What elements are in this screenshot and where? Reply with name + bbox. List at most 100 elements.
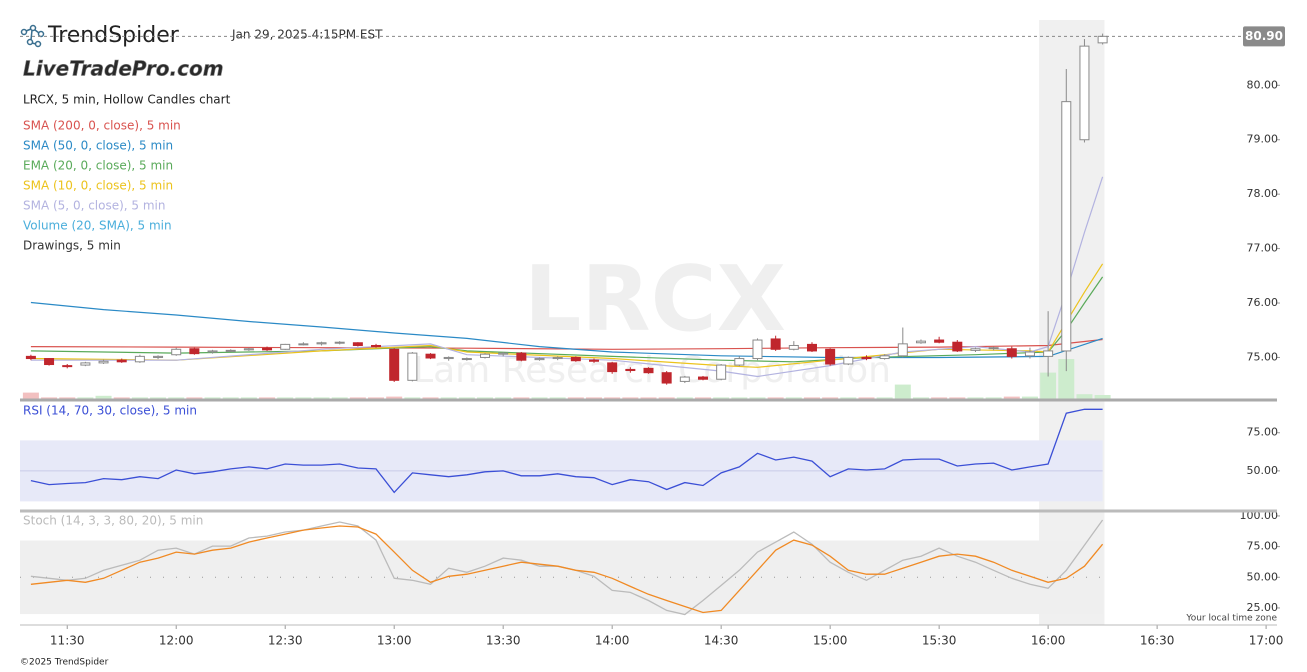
x-tick-label: 14:30 [704, 634, 739, 648]
candle-body [988, 347, 999, 350]
candle-body [334, 341, 345, 344]
volume-bar [694, 397, 711, 399]
candle-body [243, 348, 254, 351]
x-tick-label: 16:30 [1140, 634, 1175, 648]
candle-body [770, 338, 781, 350]
candle-body [625, 368, 636, 372]
candle-body [225, 349, 236, 352]
candle-body [98, 360, 109, 364]
volume-bar [77, 397, 94, 399]
candle-body [861, 356, 872, 360]
x-tick-label: 17:00 [1249, 634, 1284, 648]
volume-bar [313, 397, 330, 399]
volume-bar [749, 397, 766, 399]
last-price-box [1243, 26, 1285, 47]
volume-bar [894, 384, 911, 399]
volume-bar [186, 397, 203, 399]
candle-body [661, 372, 672, 384]
volume-bar [912, 397, 929, 399]
volume-bar [876, 397, 893, 399]
candle-body [716, 364, 727, 380]
volume-bar [531, 397, 548, 399]
candle-body [389, 348, 400, 381]
volume-bar [713, 397, 730, 399]
candle-body [589, 359, 600, 362]
volume-bar [240, 397, 257, 399]
legend-entry: Volume (20, SMA), 5 min [23, 219, 172, 233]
legend-entry: SMA (200, 0, close), 5 min [23, 119, 181, 133]
x-tick-label: 12:30 [268, 634, 303, 648]
volume-bar [259, 397, 276, 399]
watermark: LRCX [524, 247, 786, 352]
y-tick-label: 50.00 [1247, 464, 1279, 477]
candle-body [1043, 350, 1054, 357]
volume-bar [949, 397, 966, 399]
y-tick-label: 75.00 [1247, 350, 1279, 363]
indicator-line [30, 338, 1103, 350]
volume-bar [622, 397, 639, 399]
x-tick-label: 15:00 [813, 634, 848, 648]
y-tick-label: 25.00 [1247, 601, 1279, 614]
volume-bar [822, 397, 839, 399]
volume-bar [131, 397, 148, 399]
y-tick-label: 50.00 [1247, 570, 1279, 583]
legend-entry: SMA (5, 0, close), 5 min [23, 199, 166, 213]
volume-bar [204, 397, 221, 399]
candle-body [280, 343, 291, 350]
candle-body [62, 365, 73, 368]
legend-entry: SMA (50, 0, close), 5 min [23, 139, 173, 153]
panel-title: Stoch (14, 3, 3, 80, 20), 5 min [23, 514, 203, 528]
timezone-note: Your local time zone [1185, 614, 1277, 624]
candle-body [407, 352, 418, 381]
candle-body [752, 339, 763, 360]
volume-bar [386, 396, 403, 399]
candle-body [534, 358, 545, 361]
candle-body [897, 343, 908, 357]
volume-bar [840, 397, 857, 399]
candle-body [207, 350, 218, 353]
candle-body [262, 347, 273, 351]
volume-bar [458, 397, 475, 399]
candle-body [25, 355, 36, 360]
candle-body [607, 362, 618, 373]
candle-body [371, 344, 382, 348]
candle-body [825, 348, 836, 365]
volume-bar [858, 397, 875, 399]
volume-bar [567, 397, 584, 399]
volume-bar [967, 397, 984, 399]
indicator-line [30, 301, 1103, 359]
volume-bar [277, 397, 294, 399]
volume-bar [1003, 396, 1020, 399]
candle-body [1097, 35, 1108, 44]
volume-bar [931, 397, 948, 399]
volume-bar [150, 397, 167, 399]
volume-bar [640, 397, 657, 399]
panel-title: RSI (14, 70, 30, close), 5 min [23, 404, 197, 418]
band [20, 540, 1103, 615]
legend-entry: SMA (10, 0, close), 5 min [23, 179, 173, 193]
candle-body [134, 355, 145, 363]
candle-body [843, 356, 854, 365]
candle-body [443, 356, 454, 360]
y-tick-label: 78.00 [1247, 187, 1279, 200]
candle-body [516, 352, 527, 361]
volume-bar [41, 397, 58, 399]
volume-bar [59, 397, 76, 399]
candle-body [1079, 45, 1090, 141]
volume-bar [495, 397, 512, 399]
volume-bar [22, 392, 39, 399]
volume-bar [1040, 372, 1057, 399]
x-tick-label: 15:30 [922, 634, 957, 648]
candle-body [1024, 351, 1035, 357]
x-tick-label: 13:00 [377, 634, 412, 648]
indicator-line [30, 263, 1104, 368]
candle-body [116, 359, 127, 363]
y-tick-label: 75.00 [1247, 426, 1279, 439]
brand: LiveTradePro.com [23, 57, 224, 81]
candle-body [570, 356, 581, 362]
candle-body [1061, 101, 1072, 352]
volume-bar [422, 397, 439, 399]
indicator-line [30, 408, 1103, 494]
volume-bar [1076, 394, 1093, 399]
